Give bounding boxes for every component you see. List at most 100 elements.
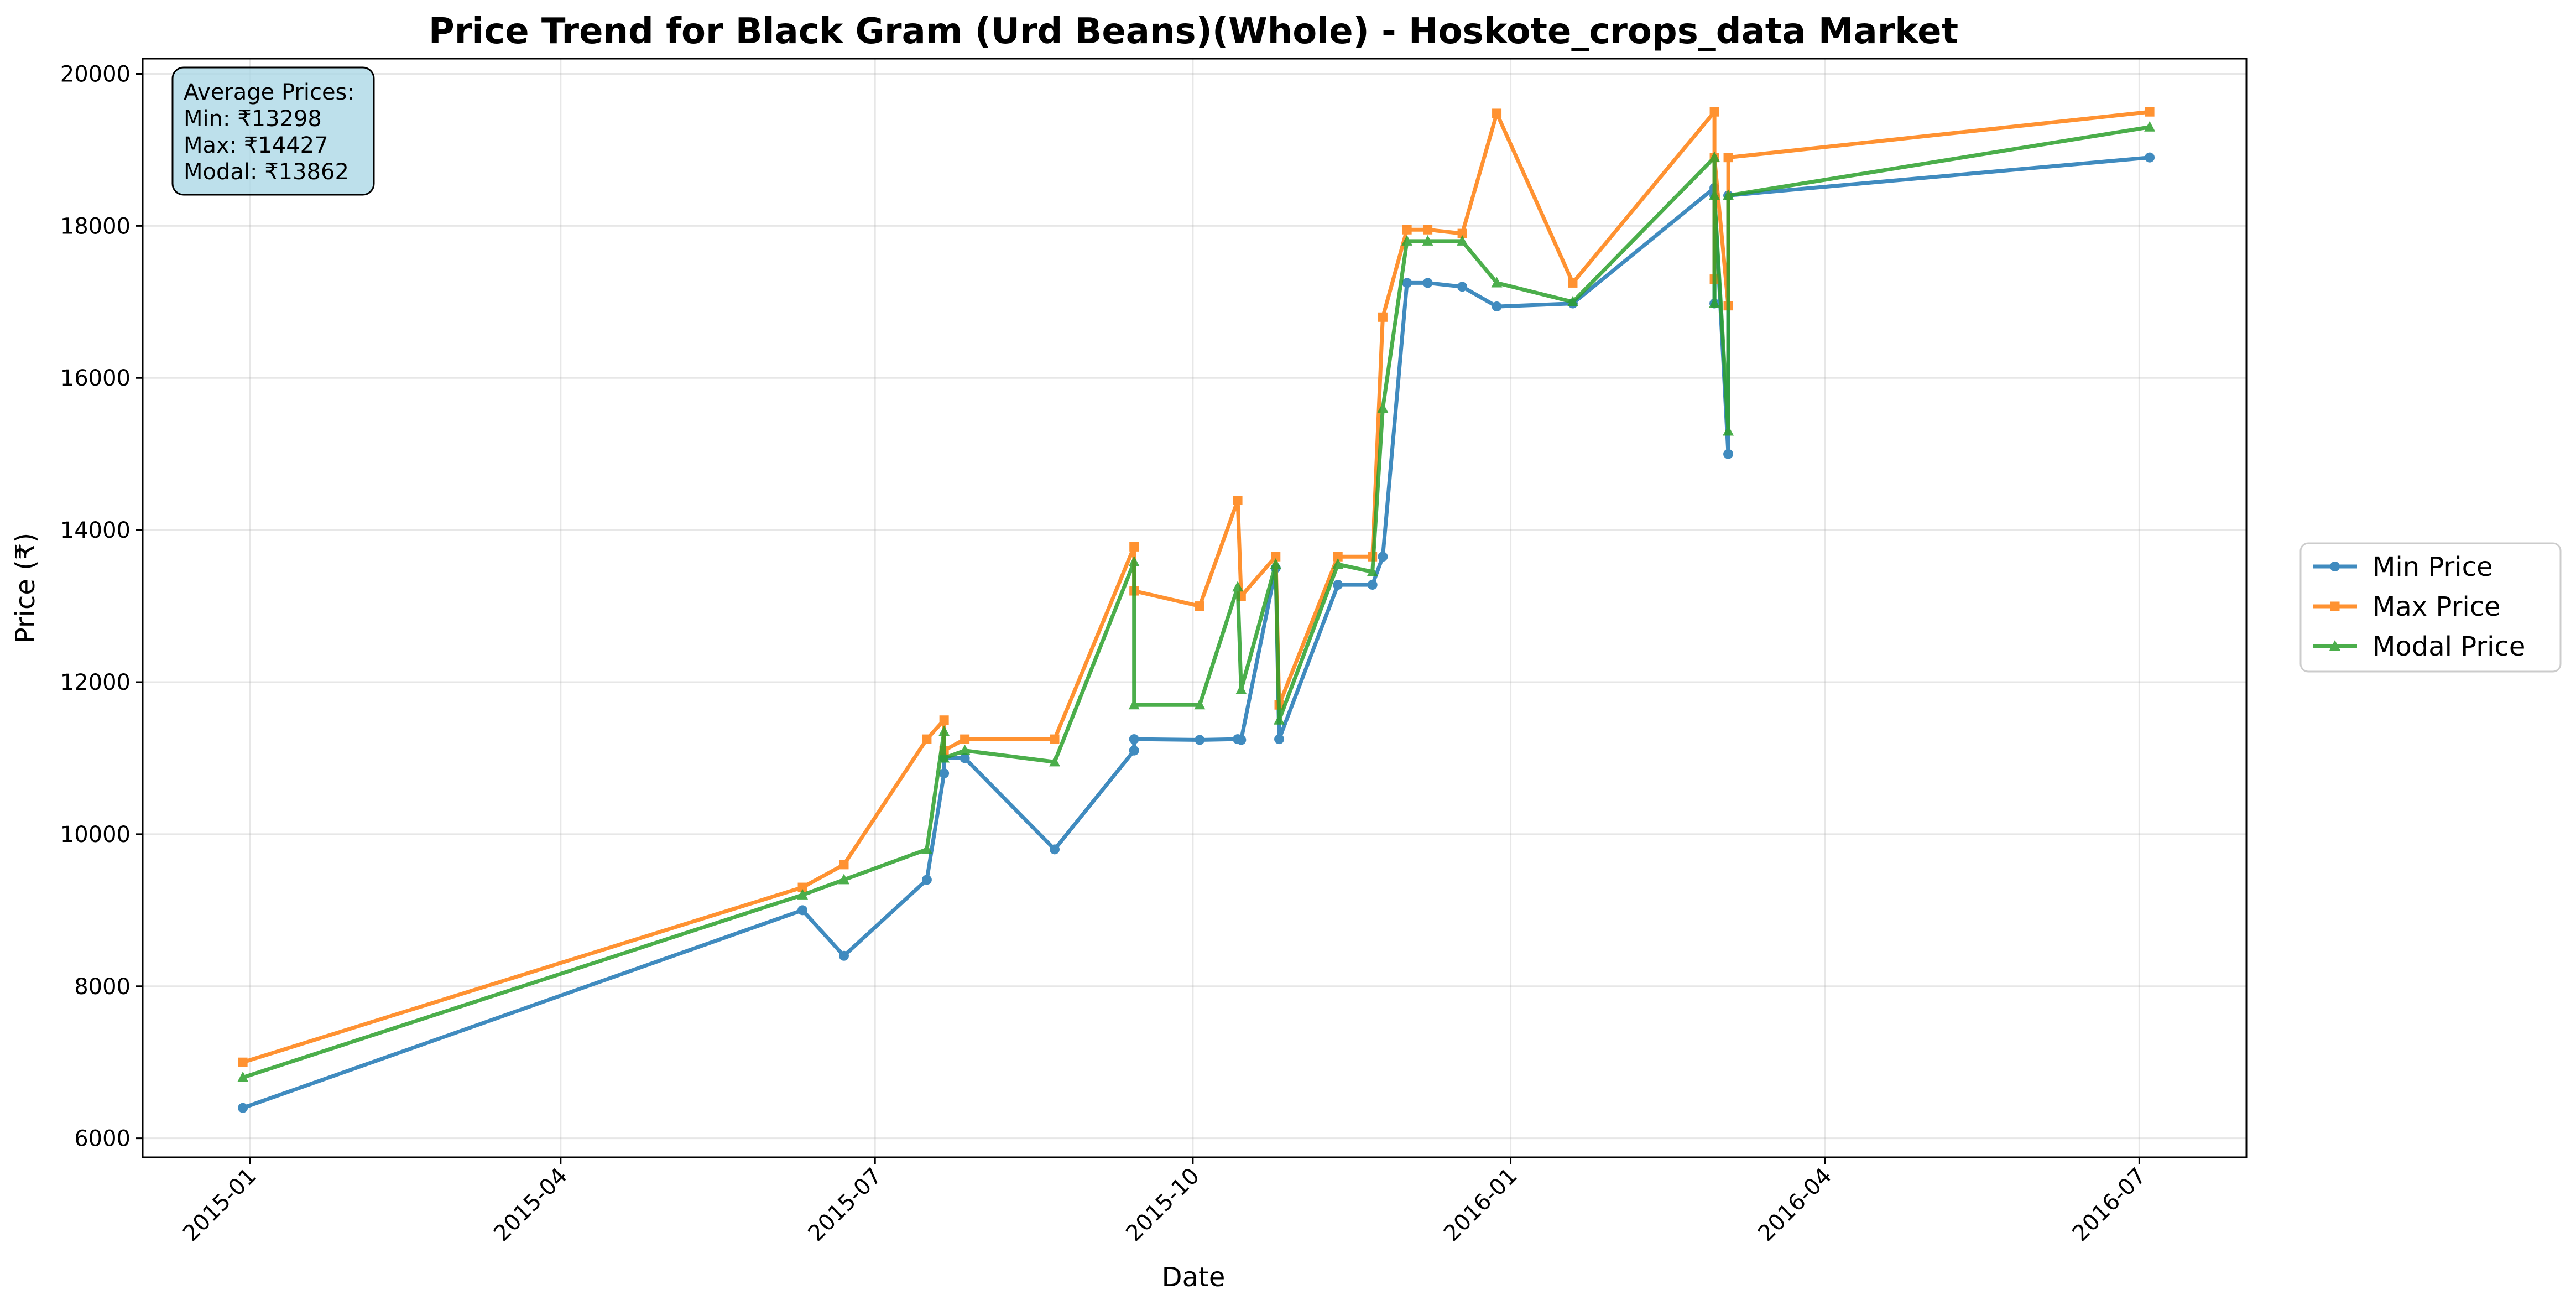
max-price-point [1271,552,1281,562]
legend-frame [2299,542,2562,673]
average-prices-box: Average Prices: Min: ₹13298 Max: ₹14427 … [171,66,375,196]
max-price-point [939,715,949,725]
max-price-point [1723,153,1733,163]
max-price-point [960,734,970,744]
legend-label-modal-price: Modal Price [2372,631,2525,662]
min-price-point [1378,552,1388,562]
max-price-point [1195,601,1204,611]
modal-price-point [1128,699,1140,710]
legend: Min Price Max Price Modal Price [2299,542,2562,673]
modal-price-point [1332,558,1344,569]
y-tick-label: 18000 [60,214,131,239]
max-price-series [238,107,2155,1067]
min-price-point [1129,745,1139,756]
plot-frame [142,58,2248,1158]
modal-price-point [1274,714,1285,725]
max-price-point [238,1057,248,1067]
max-price-point [2145,107,2155,117]
max-price-point [1129,542,1139,552]
min-price-line [241,155,2152,1110]
min-price-point [2145,152,2155,163]
min-price-point [960,753,970,763]
modal-price-point [1709,189,1720,200]
min-price-point [1333,580,1343,590]
max-price-point [839,860,849,870]
y-tick-label: 10000 [60,822,131,848]
series-layer [237,107,2156,1113]
min-price-point [1723,449,1734,459]
max-price-point [1378,312,1388,322]
average-modal-price: Modal: ₹13862 [184,159,349,185]
legend-item-min-price [2313,562,2357,571]
max-price-point [1457,228,1467,238]
x-tick-label: 2015-07 [804,1163,887,1247]
min-price-series [238,152,2155,1113]
min-price-point [1274,734,1285,745]
x-tick-label: 2015-01 [178,1163,262,1247]
y-tick-label: 6000 [74,1126,131,1152]
min-price-point [939,768,950,778]
max-price-point [797,882,807,892]
max-price-point [1568,278,1578,288]
min-price-point [1236,735,1247,745]
modal-price-point [1401,235,1413,246]
average-max-price: Max: ₹14427 [184,133,328,158]
min-price-point [1422,278,1433,288]
modal-price-point [1457,235,1468,246]
modal-price-point [1567,295,1578,306]
y-tick-label: 12000 [60,670,131,695]
modal-price-point [1709,151,1720,162]
modal-price-point [938,725,950,736]
modal-price-point [1128,555,1140,566]
modal-price-point [1377,402,1389,413]
legend-label-max-price: Max Price [2372,591,2501,622]
max-price-point [1233,496,1243,506]
max-price-point [1492,108,1502,118]
modal-price-point [838,874,849,885]
min-price-point [238,1103,248,1113]
y-tick-label: 16000 [60,366,131,391]
modal-price-point [1049,756,1061,767]
x-tick-label: 2015-04 [489,1163,572,1247]
modal-price-point [797,888,809,900]
min-price-point [839,950,849,961]
max-price-point [922,734,932,744]
min-price-point [1457,282,1468,292]
modal-price-point [2144,121,2156,132]
legend-marker-modal-price [2329,640,2340,651]
y-tick-label: 20000 [60,61,131,87]
legend-marker-max-price [2330,601,2340,611]
min-price-point [1402,278,1412,288]
modal-price-point [1194,699,1206,710]
min-price-point [1492,301,1502,312]
min-price-point [1129,734,1139,745]
min-price-point [797,905,808,916]
min-price-point [921,875,932,885]
modal-price-point [1709,297,1720,308]
max-price-line [241,110,2152,1064]
modal-price-point [1422,235,1433,246]
modal-price-point [1235,683,1247,694]
y-tick-label: 8000 [74,974,131,1000]
legend-item-modal-price [2313,640,2357,651]
max-price-point [1402,225,1412,235]
modal-price-point [1270,558,1281,569]
modal-price-point [921,843,932,854]
axis-ticks: 6000 8000 10000 12000 14000 16000 18000 20000 20… [60,61,2151,1246]
grid-lines [143,59,2246,1157]
legend-item-max-price [2313,601,2357,611]
average-min-price: Min: ₹13298 [184,106,322,132]
modal-price-point [1723,189,1734,200]
max-price-point [1333,552,1343,562]
average-prices-box-background [171,66,375,196]
modal-price-series [237,121,2156,1082]
chart-title: Price Trend for Black Gram (Urd Beans)(W… [429,11,1958,52]
x-tick-label: 2016-04 [1753,1163,1837,1247]
y-tick-label: 14000 [60,518,131,543]
modal-price-point [1723,425,1734,436]
average-prices-heading: Average Prices: [184,80,354,105]
x-tick-label: 2015-10 [1121,1163,1204,1247]
min-price-point [1367,580,1378,590]
y-axis-title: Price (₹) [10,533,41,643]
